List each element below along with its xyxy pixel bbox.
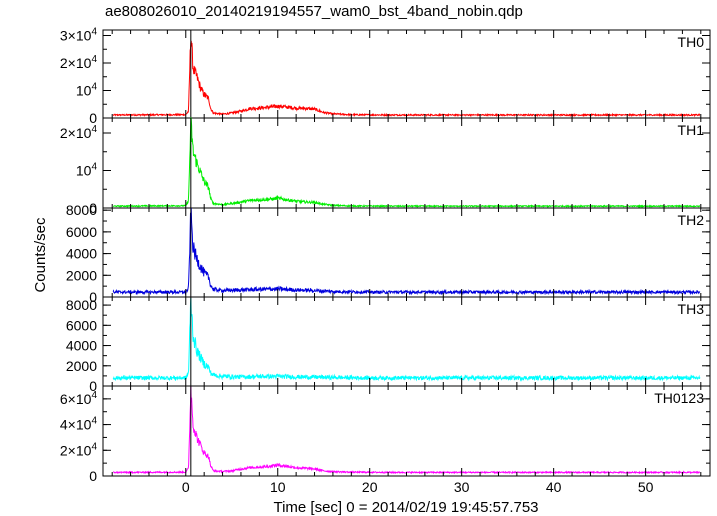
x-tick-label: 10 xyxy=(270,479,286,495)
y-tick-label: 104 xyxy=(76,162,98,179)
panel-frame xyxy=(102,117,711,209)
y-tick-label: 0 xyxy=(89,378,97,394)
y-tick-label: 6000 xyxy=(66,224,97,240)
light-curve-th1 xyxy=(112,116,701,208)
y-tick-label: 8000 xyxy=(66,297,97,313)
y-tick-label: 0 xyxy=(89,110,97,126)
panel-th2: 0 2000 4000 6000 8000 TH2 xyxy=(66,202,711,305)
x-tick-label: 40 xyxy=(546,479,562,495)
series-label: TH0123 xyxy=(654,390,704,406)
x-tick-label: 0 xyxy=(182,479,190,495)
series-label: TH0 xyxy=(678,34,705,50)
panel-th3: 0 2000 4000 6000 8000 TH3 xyxy=(66,296,711,394)
y-tick-label: 2000 xyxy=(66,267,97,283)
y-tick-label: 4000 xyxy=(66,338,97,354)
y-tick-label: 0 xyxy=(89,468,97,484)
y-tick-label: 6×104 xyxy=(60,390,98,407)
x-tick-label: 50 xyxy=(638,479,654,495)
series-label: TH3 xyxy=(678,301,705,317)
light-curve-th2 xyxy=(112,207,701,296)
x-axis-label: Time [sec] 0 = 2014/02/19 19:45:57.753 xyxy=(273,499,538,516)
y-tick-label: 2×104 xyxy=(60,124,98,141)
y-tick-label: 8000 xyxy=(66,202,97,218)
y-tick-label: 4×104 xyxy=(60,416,98,433)
series-label: TH1 xyxy=(678,122,705,138)
x-tick-label: 20 xyxy=(362,479,378,495)
panel-th0: 0 104 2×104 3×104 TH0 xyxy=(60,27,711,126)
x-tick-label: 30 xyxy=(454,479,470,495)
panel-th1: 0 104 2×104 TH1 xyxy=(60,116,711,216)
y-axis-label: Counts/sec xyxy=(32,217,49,293)
y-tick-label: 2×104 xyxy=(60,54,98,71)
light-curve-th3 xyxy=(112,297,701,382)
light-curve-th0123 xyxy=(113,386,701,475)
light-curve-th0 xyxy=(112,40,701,118)
y-tick-label: 0 xyxy=(89,289,97,305)
y-tick-label: 104 xyxy=(76,82,98,99)
panel-th0123: 0 2×104 4×104 6×104 TH0123 xyxy=(60,385,711,484)
series-label: TH2 xyxy=(678,212,705,228)
y-tick-label: 0 xyxy=(89,200,97,216)
y-tick-label: 2000 xyxy=(66,358,97,374)
chart-title: ae808026010_20140219194557_wam0_bst_4ban… xyxy=(105,3,523,20)
y-tick-label: 6000 xyxy=(66,317,97,333)
y-tick-label: 4000 xyxy=(66,246,97,262)
y-tick-label: 3×104 xyxy=(60,27,98,44)
y-tick-label: 2×104 xyxy=(60,441,98,458)
